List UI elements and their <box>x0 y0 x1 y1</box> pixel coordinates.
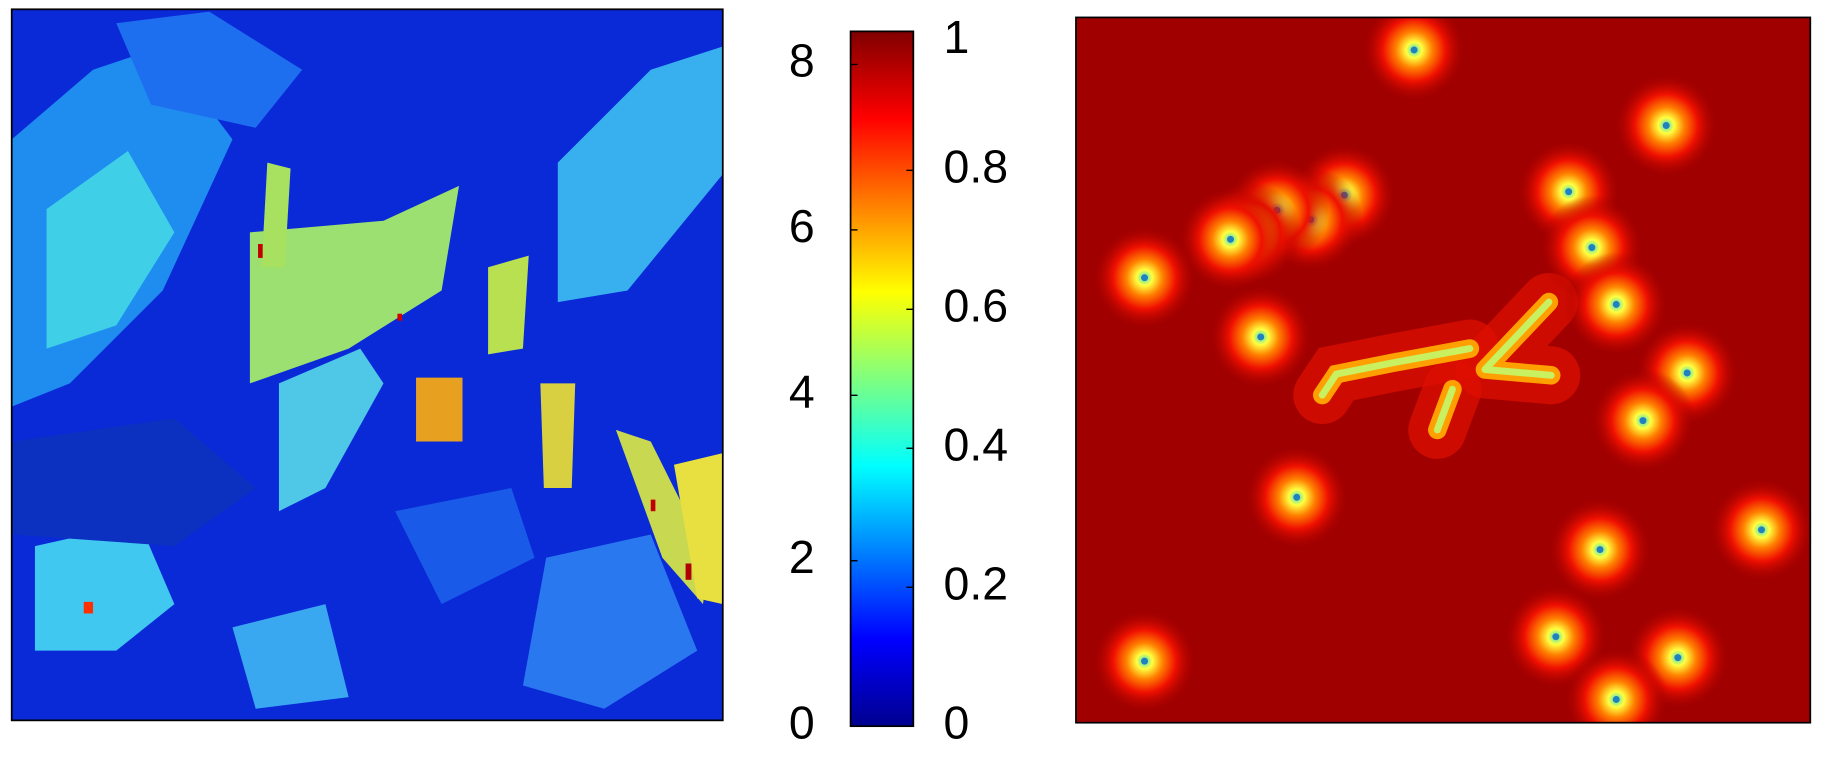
core <box>1758 526 1765 534</box>
y2-tick-label: 0 <box>944 696 970 748</box>
core <box>1552 633 1560 641</box>
core <box>1683 369 1691 377</box>
core <box>1674 654 1682 662</box>
core <box>1141 657 1149 665</box>
colorbar-ticks: 0 2 4 6 8 0 0.2 0.4 0.6 0.8 1 <box>789 11 1008 749</box>
y2-tick-label: 0.4 <box>944 419 1009 471</box>
core <box>1588 243 1596 251</box>
core <box>1227 235 1235 243</box>
y2-tick-label: 0.2 <box>944 557 1009 609</box>
blob-group <box>1092 17 1811 723</box>
left-image <box>11 9 723 721</box>
y-tick-label: 0 <box>789 696 815 748</box>
left-frame <box>10 8 724 722</box>
y2-tick-label: 1 <box>944 11 970 63</box>
y2-tick-label: 0.8 <box>944 141 1009 193</box>
core <box>1612 300 1620 308</box>
y-tick-label: 4 <box>789 366 815 418</box>
colorbar <box>849 30 915 728</box>
core <box>1410 46 1418 54</box>
glow <box>1563 647 1669 723</box>
y-tick-label: 6 <box>789 200 815 252</box>
glow <box>1361 17 1467 103</box>
core <box>1612 695 1620 703</box>
right-frame <box>1075 16 1812 724</box>
core <box>1662 121 1670 129</box>
core <box>1141 274 1149 282</box>
right-image <box>1075 17 1811 723</box>
y-tick-label: 8 <box>789 35 815 87</box>
core <box>1639 417 1647 425</box>
core <box>1596 546 1604 554</box>
y-tick-label: 2 <box>789 531 815 583</box>
core <box>1257 333 1265 341</box>
y2-tick-label: 0.6 <box>944 280 1009 332</box>
core <box>1293 493 1301 501</box>
core <box>1565 188 1573 196</box>
